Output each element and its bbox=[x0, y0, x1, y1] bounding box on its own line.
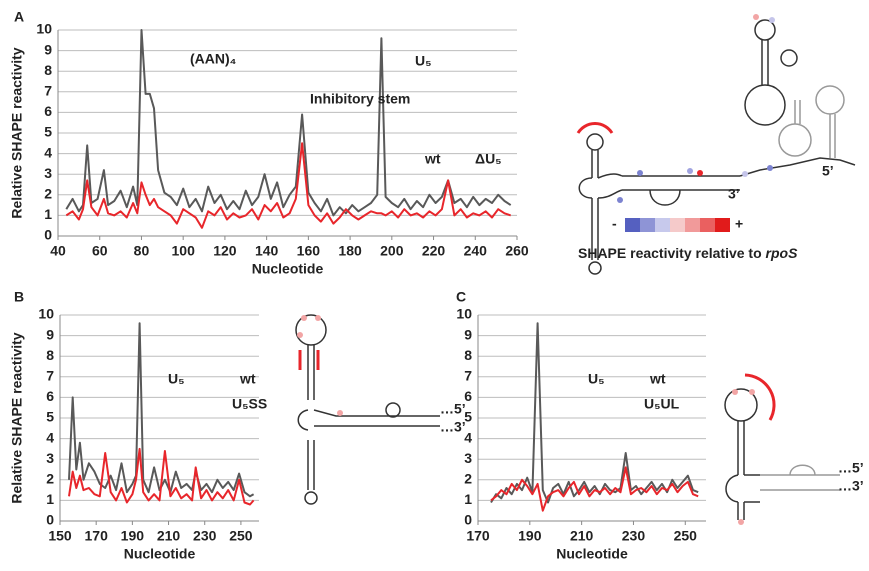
x-tick-label: 150 bbox=[48, 528, 72, 544]
series-line bbox=[490, 322, 699, 504]
x-tick-label: 60 bbox=[92, 243, 108, 259]
x-tick-label: 140 bbox=[255, 243, 279, 259]
x-tick-label: 80 bbox=[134, 243, 150, 259]
y-tick-label: 0 bbox=[46, 512, 54, 528]
y-tick-label: 8 bbox=[464, 347, 472, 363]
y-tick-label: 3 bbox=[464, 450, 472, 466]
y-tick-label: 2 bbox=[464, 471, 472, 487]
five-prime-label: 5’ bbox=[822, 163, 834, 179]
rna-diagram-a bbox=[576, 14, 856, 275]
caption-gene: rpoS bbox=[766, 245, 799, 261]
annotation: U₅ bbox=[168, 371, 185, 387]
x-tick-label: 190 bbox=[121, 528, 145, 544]
series-line bbox=[65, 142, 512, 229]
y-tick-label: 4 bbox=[44, 144, 52, 160]
x-tick-label: 230 bbox=[622, 528, 646, 544]
y-tick-label: 8 bbox=[46, 347, 54, 363]
y-tick-label: 0 bbox=[464, 512, 472, 528]
x-tick-label: 210 bbox=[570, 528, 594, 544]
legend-entry: wt bbox=[424, 151, 441, 167]
y-tick-label: 4 bbox=[464, 429, 472, 445]
y-tick-label: 1 bbox=[464, 491, 472, 507]
annotation: Inhibitory stem bbox=[310, 91, 410, 107]
legend-entry: ΔU₅ bbox=[475, 151, 502, 167]
panel-label: B bbox=[14, 289, 24, 305]
y-tick-label: 5 bbox=[46, 409, 54, 425]
legend-entry: wt bbox=[239, 371, 256, 387]
legend-entry: U₅UL bbox=[644, 396, 680, 412]
x-tick-label: 160 bbox=[297, 243, 321, 259]
annotation: (AAN)₄ bbox=[190, 51, 236, 67]
y-tick-label: 5 bbox=[464, 409, 472, 425]
x-tick-label: 210 bbox=[157, 528, 181, 544]
panel-label: C bbox=[456, 289, 466, 305]
caption-text: SHAPE reactivity relative to bbox=[578, 245, 766, 261]
series-line bbox=[65, 29, 512, 217]
five-prime-label: …5’ bbox=[440, 401, 466, 417]
x-axis-title: Nucleotide bbox=[556, 546, 628, 562]
x-tick-label: 200 bbox=[380, 243, 404, 259]
y-tick-label: 7 bbox=[44, 83, 52, 99]
three-prime-label: …3’ bbox=[440, 419, 466, 435]
x-tick-label: 40 bbox=[50, 243, 66, 259]
y-tick-label: 1 bbox=[44, 206, 52, 222]
y-tick-label: 1 bbox=[46, 491, 54, 507]
five-prime-label: …5’ bbox=[838, 460, 864, 476]
annotation: U₅ bbox=[415, 53, 432, 69]
x-tick-label: 120 bbox=[213, 243, 237, 259]
y-tick-label: 10 bbox=[36, 21, 52, 37]
three-prime-label: 3’ bbox=[728, 186, 740, 202]
y-tick-label: 6 bbox=[46, 388, 54, 404]
x-tick-label: 250 bbox=[674, 528, 698, 544]
y-tick-label: 5 bbox=[44, 124, 52, 140]
x-tick-label: 250 bbox=[229, 528, 253, 544]
x-tick-label: 220 bbox=[422, 243, 446, 259]
legend-entry: wt bbox=[649, 371, 666, 387]
three-prime-label: …3’ bbox=[838, 478, 864, 494]
y-tick-label: 6 bbox=[44, 103, 52, 119]
y-tick-label: 7 bbox=[464, 368, 472, 384]
x-tick-label: 230 bbox=[193, 528, 217, 544]
y-tick-label: 3 bbox=[44, 165, 52, 181]
y-tick-label: 3 bbox=[46, 450, 54, 466]
rna-diagram-b bbox=[295, 314, 440, 505]
x-tick-label: 180 bbox=[338, 243, 362, 259]
y-tick-label: 2 bbox=[46, 471, 54, 487]
x-axis-title: Nucleotide bbox=[252, 261, 324, 277]
y-tick-label: 8 bbox=[44, 62, 52, 78]
legend-entry: U₅SS bbox=[232, 396, 267, 412]
panel-label: A bbox=[14, 9, 24, 25]
x-tick-label: 260 bbox=[505, 243, 529, 259]
series-line bbox=[490, 466, 699, 512]
series-line bbox=[68, 447, 255, 506]
x-tick-label: 190 bbox=[518, 528, 542, 544]
scale-min-label: - bbox=[612, 216, 617, 232]
y-tick-label: 10 bbox=[456, 306, 472, 322]
y-tick-label: 9 bbox=[44, 41, 52, 57]
y-tick-label: 4 bbox=[46, 429, 54, 445]
y-axis-title: Relative SHAPE reactivity bbox=[9, 332, 25, 503]
y-tick-label: 9 bbox=[46, 326, 54, 342]
annotation: U₅ bbox=[588, 371, 605, 387]
scale-max-label: + bbox=[735, 216, 743, 232]
y-tick-label: 2 bbox=[44, 186, 52, 202]
x-axis-title: Nucleotide bbox=[124, 546, 196, 562]
rna-diagram-c bbox=[724, 373, 840, 525]
y-tick-label: 9 bbox=[464, 326, 472, 342]
x-tick-label: 170 bbox=[85, 528, 109, 544]
x-tick-label: 240 bbox=[464, 243, 488, 259]
y-axis-title: Relative SHAPE reactivity bbox=[9, 47, 25, 218]
x-tick-label: 100 bbox=[172, 243, 196, 259]
y-tick-label: 0 bbox=[44, 227, 52, 243]
y-tick-label: 10 bbox=[38, 306, 54, 322]
y-tick-label: 7 bbox=[46, 368, 54, 384]
series-line bbox=[68, 322, 255, 498]
scale-caption: SHAPE reactivity relative to rpoS bbox=[578, 245, 798, 261]
y-tick-label: 6 bbox=[464, 388, 472, 404]
x-tick-label: 170 bbox=[466, 528, 490, 544]
